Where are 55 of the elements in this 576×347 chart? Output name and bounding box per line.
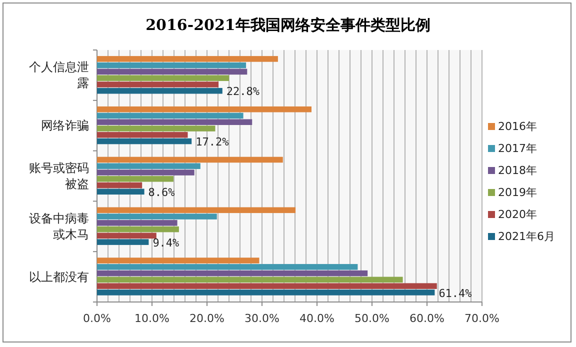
bar [97, 82, 219, 88]
bar [97, 220, 178, 226]
bar [97, 170, 194, 176]
bar [97, 276, 403, 283]
bar [97, 182, 142, 188]
y-tick-label: 设备中病毒或木马 [29, 211, 89, 242]
bar [97, 214, 217, 220]
y-tick-label: 以上都没有 [29, 270, 89, 284]
legend-label: 2019年 [498, 186, 537, 199]
bar [97, 112, 244, 119]
bar [97, 132, 188, 138]
chart-title: 2016-2021年我国网络安全事件类型比例 [146, 16, 430, 34]
bar [97, 106, 312, 112]
bar [97, 156, 283, 163]
x-tick-label: 30.0% [244, 312, 280, 325]
y-tick-label: 个人信息泄露 [29, 60, 89, 90]
bar [97, 258, 260, 264]
bar [97, 239, 149, 245]
bar [97, 232, 156, 239]
legend-label: 2021年6月 [498, 230, 555, 243]
legend-label: 2018年 [498, 164, 537, 177]
legend-label: 2016年 [498, 120, 537, 133]
bar [97, 226, 179, 232]
x-tick-label: 20.0% [190, 312, 224, 325]
bar [97, 62, 246, 68]
bar [97, 270, 368, 276]
bar [97, 75, 229, 81]
data-label: 22.8% [226, 85, 260, 98]
bar [97, 68, 248, 75]
x-tick-label: 60.0% [410, 312, 444, 325]
x-tick-label: 0.0% [83, 312, 111, 325]
bar [97, 207, 296, 214]
bar [97, 290, 435, 296]
y-tick-label: 网络诈骗 [41, 118, 89, 133]
x-tick-label: 70.0% [464, 312, 500, 325]
y-tick-label: 账号或密码被盗 [29, 161, 89, 191]
legend-label: 2020年 [498, 208, 537, 221]
bar [97, 138, 192, 144]
bar [97, 188, 144, 195]
bar [97, 283, 437, 289]
data-label: 61.4% [438, 286, 472, 300]
data-label: 9.4% [152, 236, 180, 250]
x-tick-label: 50.0% [354, 312, 390, 325]
bar [97, 126, 216, 132]
bar [97, 119, 252, 125]
bar [97, 56, 278, 62]
bar [97, 264, 358, 270]
data-label: 8.6% [148, 186, 176, 199]
x-tick-label: 10.0% [134, 312, 170, 325]
legend-label: 2017年 [498, 142, 537, 155]
bar [97, 163, 200, 170]
x-tick-label: 40.0% [300, 312, 334, 325]
bar [97, 176, 174, 182]
bar [97, 88, 222, 94]
data-label: 17.2% [196, 136, 230, 149]
